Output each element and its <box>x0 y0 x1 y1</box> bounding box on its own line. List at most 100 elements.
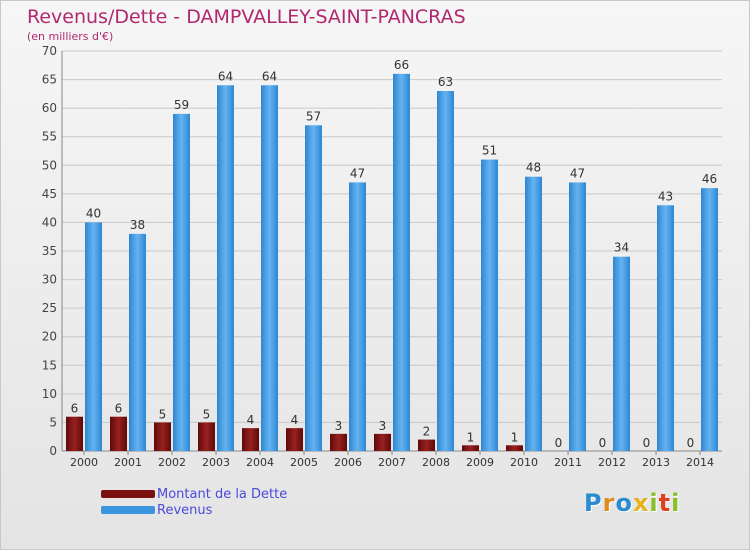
data-label-debt-2010: 1 <box>511 430 519 444</box>
y-tick-label: 35 <box>42 244 57 258</box>
bar-debt-2010 <box>506 445 523 451</box>
data-label-debt-2000: 6 <box>71 402 79 416</box>
y-tick-label: 15 <box>42 358 57 372</box>
data-label-revenue-2001: 38 <box>130 218 145 232</box>
logo-letter: x <box>632 489 650 517</box>
legend-label-revenue: Revenus <box>157 503 213 518</box>
bar-debt-2004 <box>242 428 259 451</box>
data-label-revenue-2011: 47 <box>570 166 585 180</box>
y-tick-label: 60 <box>42 101 57 115</box>
y-tick-label: 45 <box>42 187 57 201</box>
data-label-revenue-2000: 40 <box>86 206 101 220</box>
proxiti-logo: Proxiti <box>584 489 680 517</box>
data-label-debt-2004: 4 <box>247 413 255 427</box>
x-tick-label-2009: 2009 <box>466 456 494 469</box>
bar-revenue-2002 <box>173 113 190 451</box>
bar-revenue-2009 <box>481 159 498 452</box>
y-tick-label: 50 <box>42 158 57 172</box>
bar-revenue-2006 <box>349 182 366 451</box>
bar-debt-2002 <box>154 422 171 451</box>
data-label-revenue-2014: 46 <box>702 172 717 186</box>
bar-revenue-2013 <box>657 205 674 451</box>
bar-revenue-2000 <box>85 222 102 451</box>
data-label-revenue-2008: 63 <box>438 75 453 89</box>
x-tick-label-2008: 2008 <box>422 456 450 469</box>
logo-letter: r <box>602 489 616 517</box>
bar-debt-2005 <box>286 428 303 451</box>
x-tick-label-2000: 2000 <box>70 456 98 469</box>
x-tick-label-2006: 2006 <box>334 456 362 469</box>
data-label-revenue-2012: 34 <box>614 241 629 255</box>
x-tick-label-2012: 2012 <box>598 456 626 469</box>
bar-debt-2001 <box>110 416 127 451</box>
x-tick-label-2013: 2013 <box>642 456 670 469</box>
data-label-revenue-2010: 48 <box>526 161 541 175</box>
legend-swatch-revenue <box>101 506 155 514</box>
bar-revenue-2011 <box>569 182 586 451</box>
data-label-debt-2009: 1 <box>467 430 475 444</box>
y-tick-label: 25 <box>42 301 57 315</box>
logo-letter: i <box>649 489 659 517</box>
bar-debt-2007 <box>374 433 391 451</box>
data-label-revenue-2013: 43 <box>658 189 673 203</box>
x-tick-label-2002: 2002 <box>158 456 186 469</box>
data-label-debt-2013: 0 <box>643 436 651 450</box>
bar-revenue-2012 <box>613 256 630 451</box>
data-label-debt-2007: 3 <box>379 419 387 433</box>
logo-letter: i <box>671 489 681 517</box>
bar-revenue-2008 <box>437 91 454 451</box>
x-tick-label-2005: 2005 <box>290 456 318 469</box>
legend-label-debt: Montant de la Dette <box>157 487 288 502</box>
y-tick-label: 40 <box>42 215 57 229</box>
x-tick-label-2004: 2004 <box>246 456 274 469</box>
bar-debt-2003 <box>198 422 215 451</box>
logo-letter: o <box>615 489 633 517</box>
data-label-revenue-2003: 64 <box>218 69 233 83</box>
data-label-debt-2012: 0 <box>599 436 607 450</box>
bar-revenue-2014 <box>701 188 718 451</box>
x-tick-label-2014: 2014 <box>686 456 714 469</box>
bar-debt-2008 <box>418 439 435 451</box>
bar-revenue-2010 <box>525 176 542 451</box>
y-tick-label: 65 <box>42 73 57 87</box>
data-label-revenue-2004: 64 <box>262 69 277 83</box>
y-tick-label: 10 <box>42 387 57 401</box>
data-label-debt-2014: 0 <box>687 436 695 450</box>
chart-subtitle: (en milliers d'€) <box>27 30 114 43</box>
y-tick-label: 30 <box>42 273 57 287</box>
data-label-revenue-2009: 51 <box>482 144 497 158</box>
bar-revenue-2004 <box>261 85 278 452</box>
x-tick-label-2001: 2001 <box>114 456 142 469</box>
data-label-revenue-2002: 59 <box>174 98 189 112</box>
data-label-debt-2005: 4 <box>291 413 299 427</box>
data-label-debt-2002: 5 <box>159 407 167 421</box>
bar-debt-2000 <box>66 416 83 451</box>
bar-revenue-2003 <box>217 85 234 452</box>
data-label-debt-2003: 5 <box>203 407 211 421</box>
chart-title: Revenus/Dette - DAMPVALLEY-SAINT-PANCRAS <box>27 6 466 28</box>
x-tick-label-2003: 2003 <box>202 456 230 469</box>
bar-revenue-2007 <box>393 73 410 451</box>
y-tick-label: 5 <box>49 415 57 429</box>
data-label-revenue-2006: 47 <box>350 166 365 180</box>
data-label-debt-2001: 6 <box>115 402 123 416</box>
bar-revenue-2001 <box>129 233 146 451</box>
data-label-debt-2006: 3 <box>335 419 343 433</box>
y-tick-label: 70 <box>42 44 57 58</box>
data-label-debt-2008: 2 <box>423 425 431 439</box>
logo-letter: t <box>658 489 672 517</box>
x-tick-label-2011: 2011 <box>554 456 582 469</box>
x-tick-label-2010: 2010 <box>510 456 538 469</box>
data-label-debt-2011: 0 <box>555 436 563 450</box>
y-tick-label: 20 <box>42 330 57 344</box>
y-tick-label: 0 <box>49 444 57 458</box>
y-tick-label: 55 <box>42 130 57 144</box>
bar-debt-2006 <box>330 433 347 451</box>
data-label-revenue-2007: 66 <box>394 58 409 72</box>
data-label-revenue-2005: 57 <box>306 109 321 123</box>
bar-revenue-2005 <box>305 125 322 452</box>
bar-debt-2009 <box>462 445 479 451</box>
logo-letter: P <box>584 489 603 517</box>
